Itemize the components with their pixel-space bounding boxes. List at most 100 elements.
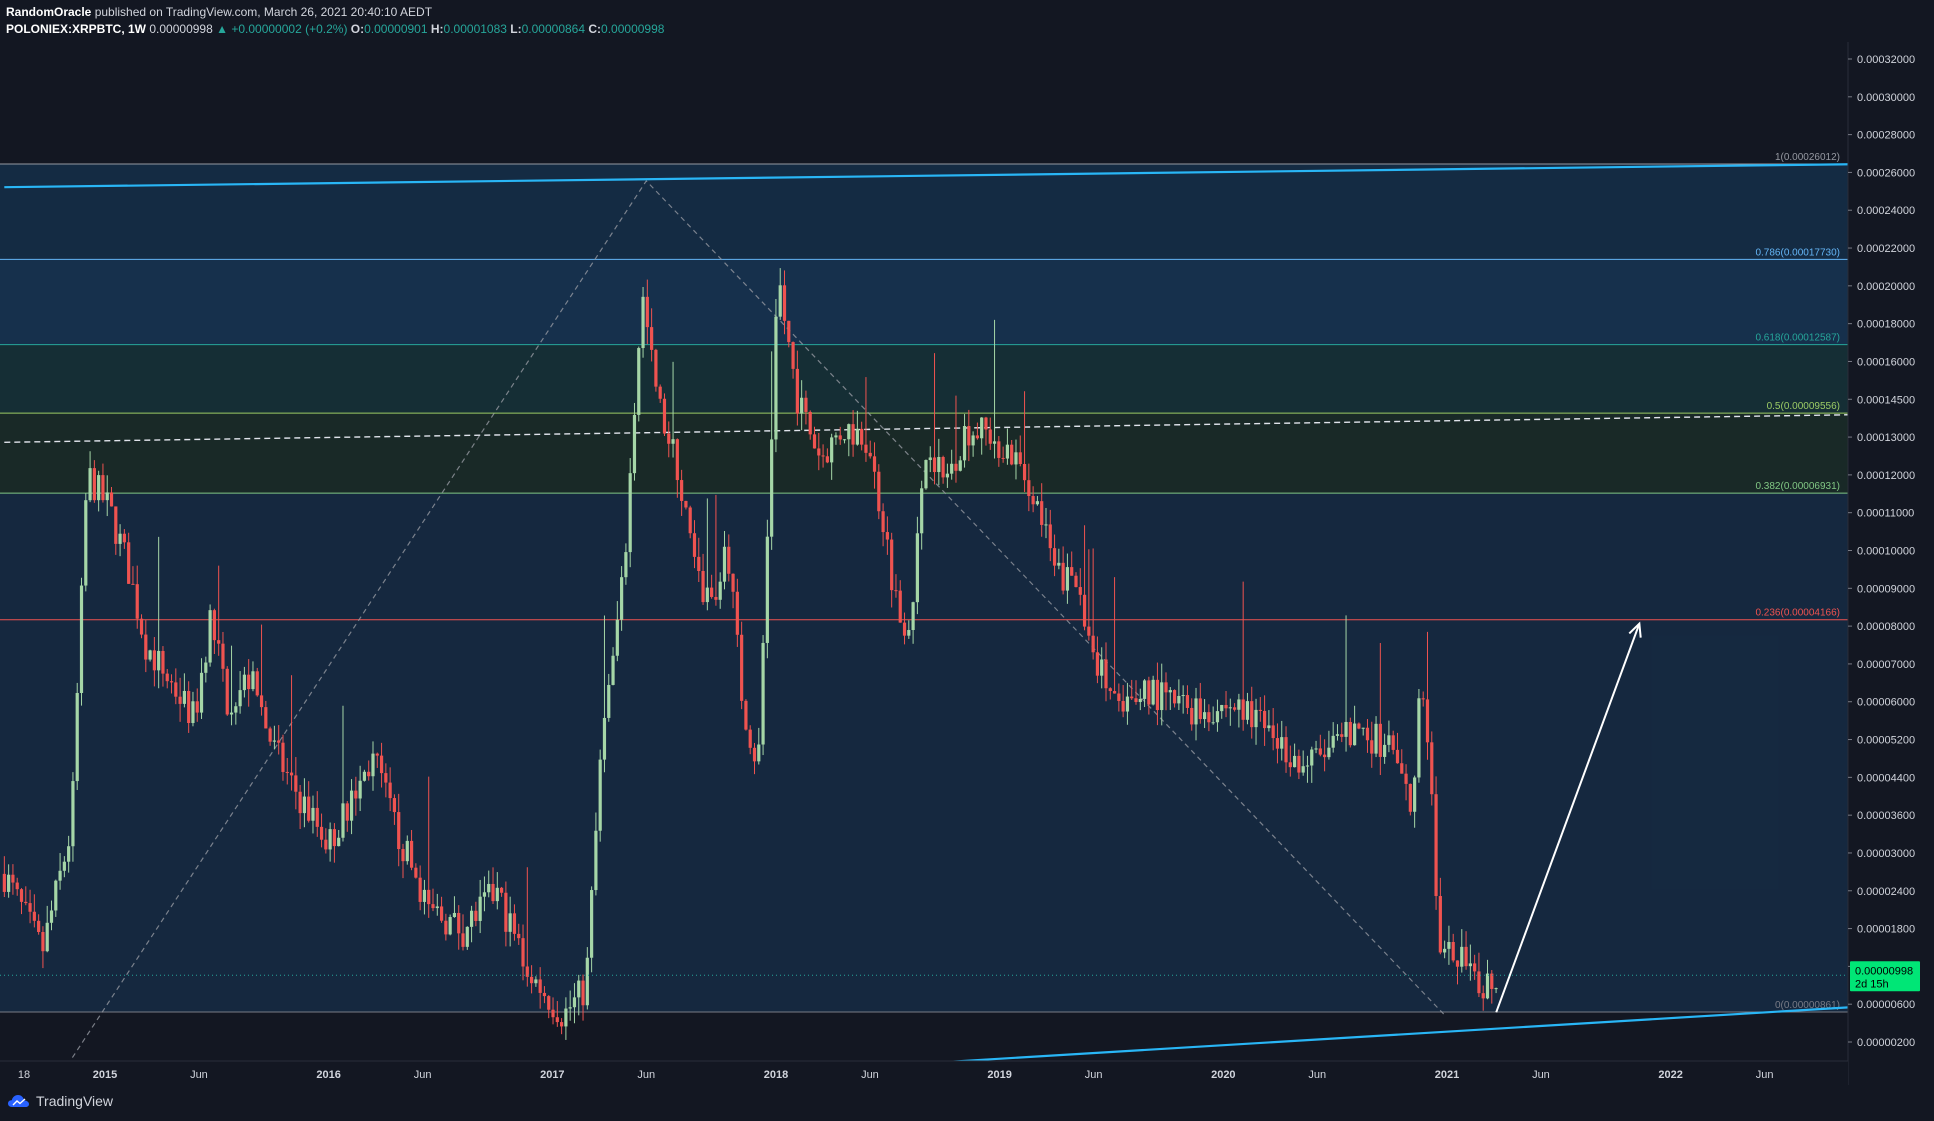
candle-body: [1275, 738, 1280, 749]
time-tick-label: Jun: [190, 1069, 208, 1081]
time-tick-label: Jun: [861, 1069, 879, 1081]
candle-body: [932, 457, 937, 473]
candle-body: [1387, 735, 1391, 745]
candle-body: [1224, 704, 1228, 709]
candle-body: [435, 906, 439, 909]
candle-body: [924, 460, 928, 489]
candle-body: [487, 883, 491, 893]
symbol-label[interactable]: POLONIEX:XRPBTC, 1W: [6, 22, 147, 36]
price-scale[interactable]: [1848, 42, 1934, 1085]
up-arrow-icon: ▲: [216, 22, 228, 36]
candle-body: [469, 910, 474, 927]
price-axis: 0.00032000 0.00030000 0.00028000 0.00026000…: [1848, 54, 1915, 1049]
candle-body: [928, 457, 932, 461]
candle-body: [761, 642, 765, 745]
candle-body: [1284, 737, 1288, 763]
candle-body: [971, 435, 975, 446]
candle-body: [560, 1022, 564, 1027]
price-chart[interactable]: 1(0.00026012) 0.786(0.00017730) 0.618(0.00…: [0, 42, 1934, 1085]
candle-body: [1344, 721, 1348, 737]
bar-countdown: 2d 15h: [1855, 978, 1889, 990]
candle-body: [1438, 896, 1442, 953]
candle-body: [212, 610, 216, 641]
price-tick-label: 0.00003600: [1857, 810, 1915, 822]
candle-body: [289, 772, 294, 776]
last-price-badge: [1850, 961, 1920, 992]
candle-body: [765, 536, 769, 643]
candle-body: [581, 980, 585, 1006]
candle-body: [397, 812, 401, 850]
candle-body: [568, 1007, 572, 1009]
candle-body: [1468, 963, 1472, 967]
fib-level-label: 0(0.00000861): [1775, 1000, 1840, 1011]
candle-body: [358, 780, 362, 799]
candle-body: [1087, 626, 1091, 636]
price-tick-label: 0.00000200: [1857, 1037, 1915, 1049]
fib-zone: [0, 344, 1848, 414]
candle-body: [1421, 698, 1425, 700]
candle-body: [782, 285, 787, 321]
fib-level-label: 1(0.00026012): [1775, 152, 1840, 163]
candle-body: [1134, 698, 1138, 703]
candle-body: [1022, 463, 1027, 481]
candle-body: [727, 546, 731, 574]
fib-level-label: 0.5(0.00009556): [1767, 401, 1840, 412]
candle-body: [1052, 548, 1057, 566]
arrow-head-icon: [1628, 621, 1642, 638]
candle-body: [508, 913, 512, 932]
time-tick-label: 2015: [93, 1069, 117, 1081]
candle-body: [1365, 727, 1370, 741]
candle-body: [1031, 496, 1035, 505]
candle-body: [757, 744, 761, 762]
candle-body: [577, 980, 581, 998]
candle-body: [328, 829, 332, 850]
fib-zone: [0, 619, 1848, 1012]
time-tick-label: Jun: [1308, 1069, 1326, 1081]
candle-body: [161, 650, 165, 674]
candle-body: [105, 492, 109, 501]
chart-background: [0, 42, 1934, 1085]
candle-body: [41, 932, 45, 952]
candle-body: [1138, 698, 1142, 703]
candle-body: [1443, 948, 1447, 953]
candle-body: [945, 473, 949, 478]
projection-arrow[interactable]: [1495, 621, 1642, 1013]
candle-body: [1335, 734, 1340, 736]
price-tick-label: 0.00002400: [1857, 886, 1915, 898]
candle-body: [392, 798, 397, 813]
time-tick-label: 2017: [540, 1069, 564, 1081]
candle-body: [1477, 971, 1481, 994]
candle-body: [92, 468, 96, 501]
candle-body: [1293, 755, 1297, 768]
time-tick-label: Jun: [414, 1069, 432, 1081]
candle-body: [19, 889, 24, 902]
candle-body: [15, 882, 19, 890]
candle-body: [1125, 696, 1130, 712]
candle-body: [1464, 946, 1468, 967]
candle-body: [152, 650, 156, 671]
time-tick-label: 2018: [764, 1069, 788, 1081]
author-name[interactable]: RandomOracle: [6, 5, 92, 19]
tradingview-logo[interactable]: TradingView: [8, 1093, 113, 1109]
candle-body: [174, 682, 178, 697]
candle-body: [898, 590, 902, 623]
close-label: C:: [588, 22, 602, 36]
candle-body: [169, 681, 174, 683]
candle-body: [534, 979, 538, 984]
price-tick-label: 0.00001800: [1857, 924, 1915, 936]
candle-body: [37, 920, 41, 933]
candle-body: [902, 622, 907, 636]
time-tick-label: 2021: [1435, 1069, 1459, 1081]
time-scale[interactable]: [0, 1061, 1848, 1085]
last-price-text: 0.00000998: [149, 22, 213, 36]
candle-body: [422, 889, 427, 902]
candle-body: [1074, 575, 1078, 588]
candle-body: [1160, 682, 1164, 711]
candle-body: [529, 976, 534, 984]
candle-body: [787, 320, 791, 343]
candles: [2, 268, 1498, 1040]
price-tick-label: 0.00012000: [1857, 470, 1915, 482]
candle-body: [1245, 701, 1250, 720]
candle-body: [345, 803, 349, 821]
candle-body: [795, 368, 799, 414]
